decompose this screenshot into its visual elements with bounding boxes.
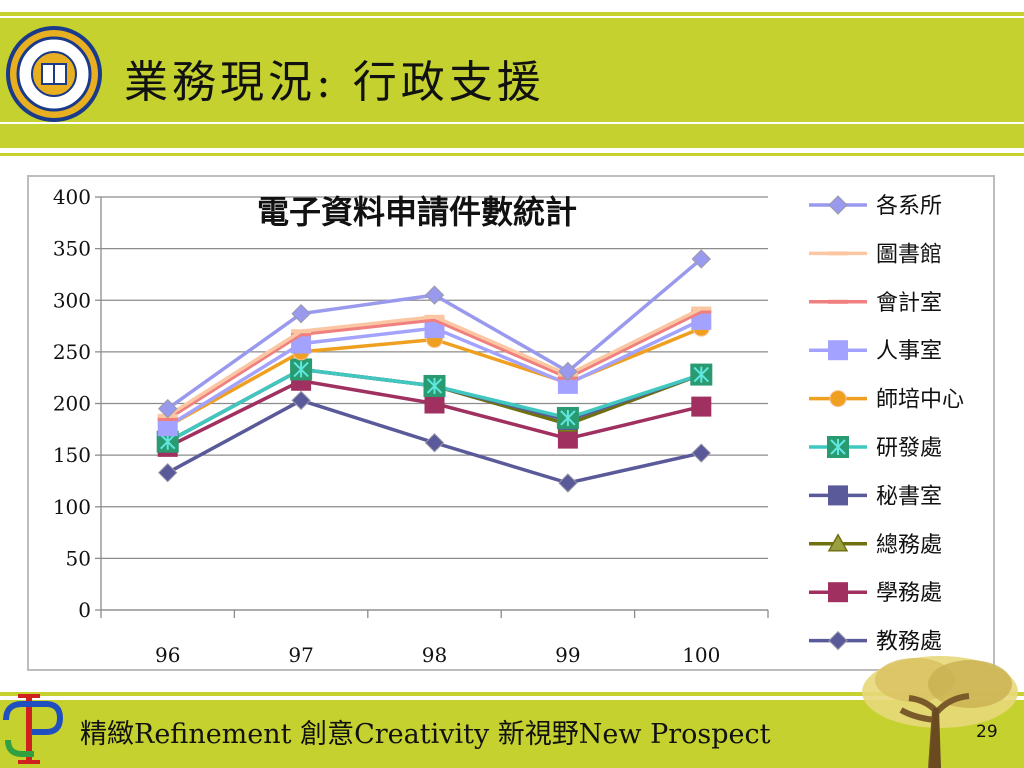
header-top-white [0, 0, 1024, 12]
data-point [291, 390, 311, 411]
data-point [291, 303, 311, 324]
footer-line [0, 692, 1024, 696]
y-tick-label: 200 [53, 392, 91, 416]
header-lower-band [0, 128, 1024, 148]
legend-marker [828, 582, 848, 603]
y-tick-label: 50 [66, 546, 91, 570]
y-tick-label: 350 [53, 237, 91, 261]
footer-slogan: 精緻Refinement 創意Creativity 新視野New Prospec… [80, 719, 771, 750]
page-title: 業務現況: 行政支援 [124, 57, 545, 108]
legend-label: 學務處 [876, 581, 942, 606]
data-point [558, 361, 578, 382]
legend-marker [828, 195, 848, 215]
data-point [691, 306, 712, 311]
university-seal-logo [6, 26, 102, 122]
axis-layer: 0 50 100 150 200 250 300 350 400 96 97 98 99 100 [53, 185, 769, 667]
header-mid-gap [0, 122, 1024, 124]
data-point [157, 416, 178, 421]
legend-marker [828, 485, 848, 506]
data-point [691, 309, 712, 314]
chart-title: 電子資料申請件數統計 [257, 193, 577, 231]
data-point [291, 329, 312, 334]
legend-marker [828, 299, 848, 304]
data-point [691, 249, 712, 269]
legend-marker [828, 251, 848, 256]
header-top-gap [0, 16, 1024, 18]
data-point [558, 473, 578, 493]
data-point [691, 396, 712, 417]
header-bottom-line [0, 153, 1024, 156]
header-bottom-white [0, 148, 1024, 153]
x-tick-label: 96 [155, 643, 180, 667]
data-point [556, 406, 579, 429]
legend-label: 圖書館 [876, 242, 942, 267]
data-point [157, 398, 178, 419]
x-tick-label: 98 [422, 643, 447, 667]
data-point [424, 433, 445, 453]
y-tick-label: 250 [53, 340, 91, 364]
legend-marker [827, 436, 849, 458]
data-point [691, 443, 712, 463]
data-point [423, 374, 446, 397]
page-number: 29 [976, 722, 998, 742]
legend-label: 總務處 [876, 533, 942, 558]
legend-marker [828, 340, 848, 361]
data-point [424, 285, 445, 305]
x-tick-label: 100 [682, 643, 720, 667]
footer-band [0, 700, 1024, 768]
legend-label: 會計室 [876, 291, 942, 316]
legend-label: 師培中心 [876, 388, 964, 413]
tree-decoration-icon [862, 656, 1018, 768]
data-point [424, 317, 445, 322]
legend-marker [827, 533, 849, 552]
data-point [157, 416, 178, 437]
data-point [157, 462, 178, 483]
series-layer [156, 249, 713, 493]
legend-marker [828, 630, 848, 651]
y-tick-label: 150 [53, 443, 91, 467]
x-tick-label: 99 [555, 643, 580, 667]
data-point [690, 363, 713, 386]
data-point [424, 314, 445, 319]
legend-label: 研發處 [876, 436, 942, 461]
y-tick-label: 400 [53, 185, 91, 209]
y-tick-label: 0 [78, 598, 91, 622]
data-point [290, 358, 313, 381]
legend-label: 各系所 [876, 194, 942, 219]
y-tick-label: 300 [53, 288, 91, 312]
legend-label: 教務處 [876, 630, 942, 655]
line-chart: 0 50 100 150 200 250 300 350 400 96 97 98 99 100 各系所圖… [53, 185, 964, 667]
data-point [557, 428, 578, 449]
legend-label: 人事室 [876, 339, 942, 364]
footer-white-gap [0, 696, 1024, 700]
legend-label: 秘書室 [876, 484, 942, 509]
legend-marker [829, 390, 847, 408]
x-tick-label: 97 [288, 643, 313, 667]
header-title-box [0, 18, 1024, 122]
data-point [291, 332, 312, 337]
footer-emblem-icon [3, 694, 64, 764]
data-point [424, 393, 445, 414]
y-tick-label: 100 [53, 495, 91, 519]
